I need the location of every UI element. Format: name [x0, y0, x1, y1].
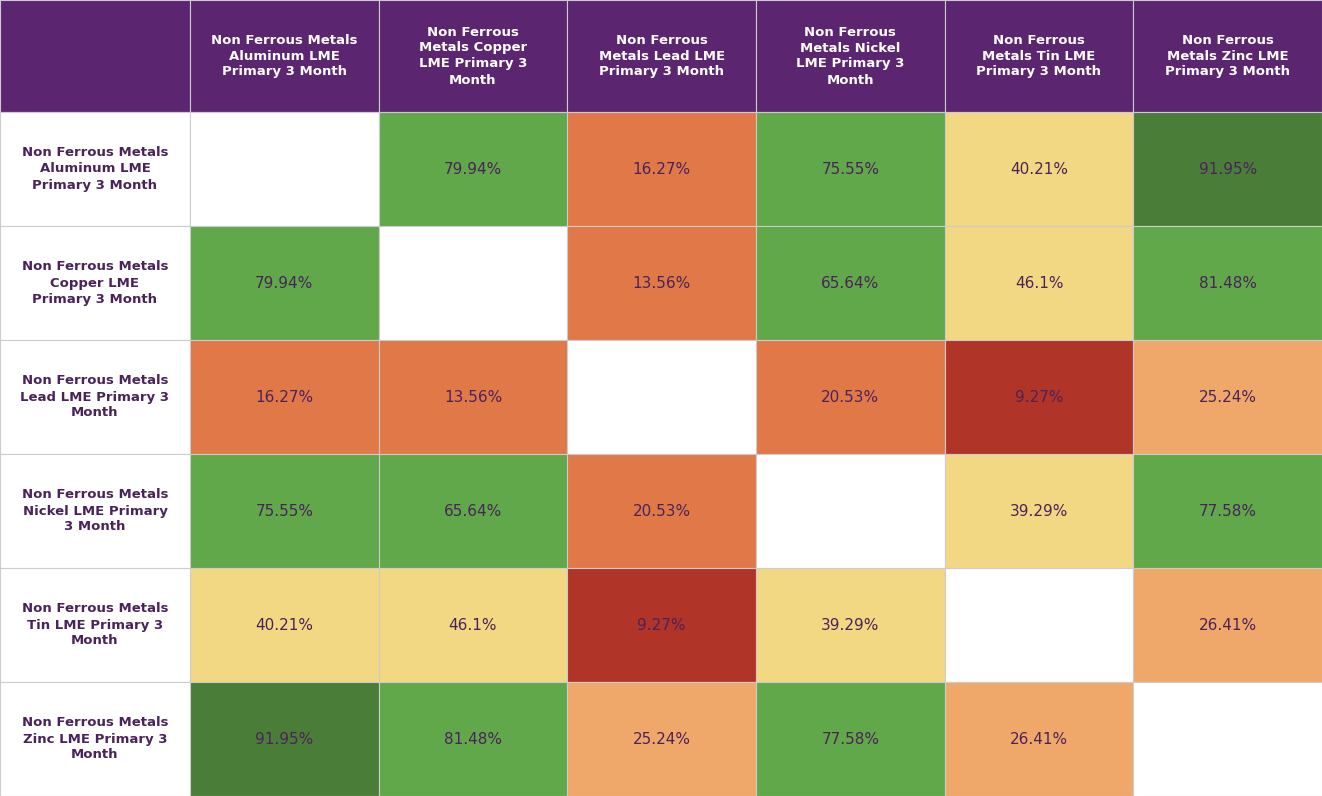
Bar: [945, 226, 1133, 340]
Bar: [945, 112, 1133, 226]
Text: Non Ferrous
Metals Tin LME
Primary 3 Month: Non Ferrous Metals Tin LME Primary 3 Mon…: [977, 33, 1101, 79]
Text: 81.48%: 81.48%: [444, 732, 502, 747]
Text: 26.41%: 26.41%: [1010, 732, 1068, 747]
Text: 20.53%: 20.53%: [633, 504, 690, 518]
Bar: [756, 682, 945, 796]
Text: 65.64%: 65.64%: [444, 504, 502, 518]
Text: 65.64%: 65.64%: [821, 275, 879, 291]
Bar: [378, 112, 567, 226]
Bar: [0, 568, 190, 682]
Bar: [1133, 112, 1322, 226]
Bar: [0, 682, 190, 796]
Bar: [190, 226, 378, 340]
Text: 40.21%: 40.21%: [1010, 162, 1068, 177]
Text: Non Ferrous Metals
Aluminum LME
Primary 3 Month: Non Ferrous Metals Aluminum LME Primary …: [212, 33, 357, 79]
Bar: [378, 0, 567, 112]
Text: Non Ferrous Metals
Copper LME
Primary 3 Month: Non Ferrous Metals Copper LME Primary 3 …: [21, 260, 168, 306]
Bar: [378, 568, 567, 682]
Bar: [945, 682, 1133, 796]
Text: 77.58%: 77.58%: [1199, 504, 1257, 518]
Text: 75.55%: 75.55%: [821, 162, 879, 177]
Bar: [567, 226, 756, 340]
Bar: [190, 682, 378, 796]
Text: Non Ferrous
Metals Lead LME
Primary 3 Month: Non Ferrous Metals Lead LME Primary 3 Mo…: [599, 33, 724, 79]
Text: 81.48%: 81.48%: [1199, 275, 1257, 291]
Bar: [0, 454, 190, 568]
Bar: [567, 112, 756, 226]
Text: 79.94%: 79.94%: [255, 275, 313, 291]
Text: Non Ferrous Metals
Tin LME Primary 3
Month: Non Ferrous Metals Tin LME Primary 3 Mon…: [21, 603, 168, 647]
Text: 13.56%: 13.56%: [632, 275, 691, 291]
Bar: [756, 112, 945, 226]
Bar: [378, 682, 567, 796]
Text: 79.94%: 79.94%: [444, 162, 502, 177]
Text: Non Ferrous Metals
Zinc LME Primary 3
Month: Non Ferrous Metals Zinc LME Primary 3 Mo…: [21, 716, 168, 762]
Text: 75.55%: 75.55%: [255, 504, 313, 518]
Bar: [945, 568, 1133, 682]
Bar: [756, 454, 945, 568]
Bar: [1133, 568, 1322, 682]
Text: 9.27%: 9.27%: [637, 618, 686, 633]
Text: 46.1%: 46.1%: [1015, 275, 1063, 291]
Bar: [378, 226, 567, 340]
Bar: [1133, 340, 1322, 454]
Text: Non Ferrous
Metals Zinc LME
Primary 3 Month: Non Ferrous Metals Zinc LME Primary 3 Mo…: [1165, 33, 1290, 79]
Bar: [756, 226, 945, 340]
Bar: [567, 454, 756, 568]
Text: Non Ferrous Metals
Nickel LME Primary
3 Month: Non Ferrous Metals Nickel LME Primary 3 …: [21, 489, 168, 533]
Text: Non Ferrous
Metals Nickel
LME Primary 3
Month: Non Ferrous Metals Nickel LME Primary 3 …: [796, 25, 904, 87]
Bar: [190, 0, 378, 112]
Text: 40.21%: 40.21%: [255, 618, 313, 633]
Text: 26.41%: 26.41%: [1199, 618, 1257, 633]
Bar: [567, 682, 756, 796]
Bar: [378, 340, 567, 454]
Bar: [756, 340, 945, 454]
Text: 25.24%: 25.24%: [1199, 389, 1257, 404]
Bar: [756, 0, 945, 112]
Text: 20.53%: 20.53%: [821, 389, 879, 404]
Bar: [0, 112, 190, 226]
Bar: [190, 454, 378, 568]
Bar: [0, 0, 190, 112]
Bar: [567, 568, 756, 682]
Text: Non Ferrous Metals
Aluminum LME
Primary 3 Month: Non Ferrous Metals Aluminum LME Primary …: [21, 146, 168, 192]
Text: 16.27%: 16.27%: [255, 389, 313, 404]
Bar: [1133, 454, 1322, 568]
Bar: [0, 226, 190, 340]
Bar: [190, 340, 378, 454]
Bar: [756, 568, 945, 682]
Bar: [1133, 0, 1322, 112]
Bar: [378, 454, 567, 568]
Text: 39.29%: 39.29%: [821, 618, 879, 633]
Text: 91.95%: 91.95%: [255, 732, 313, 747]
Bar: [190, 112, 378, 226]
Text: 91.95%: 91.95%: [1199, 162, 1257, 177]
Bar: [0, 340, 190, 454]
Bar: [190, 568, 378, 682]
Text: 9.27%: 9.27%: [1015, 389, 1063, 404]
Bar: [945, 454, 1133, 568]
Text: Non Ferrous
Metals Copper
LME Primary 3
Month: Non Ferrous Metals Copper LME Primary 3 …: [419, 25, 527, 87]
Text: 16.27%: 16.27%: [633, 162, 690, 177]
Bar: [1133, 226, 1322, 340]
Bar: [567, 0, 756, 112]
Bar: [945, 0, 1133, 112]
Bar: [567, 340, 756, 454]
Text: 46.1%: 46.1%: [448, 618, 497, 633]
Bar: [945, 340, 1133, 454]
Text: 39.29%: 39.29%: [1010, 504, 1068, 518]
Text: 77.58%: 77.58%: [821, 732, 879, 747]
Text: 25.24%: 25.24%: [633, 732, 690, 747]
Text: Non Ferrous Metals
Lead LME Primary 3
Month: Non Ferrous Metals Lead LME Primary 3 Mo…: [21, 374, 169, 419]
Text: 13.56%: 13.56%: [444, 389, 502, 404]
Bar: [1133, 682, 1322, 796]
